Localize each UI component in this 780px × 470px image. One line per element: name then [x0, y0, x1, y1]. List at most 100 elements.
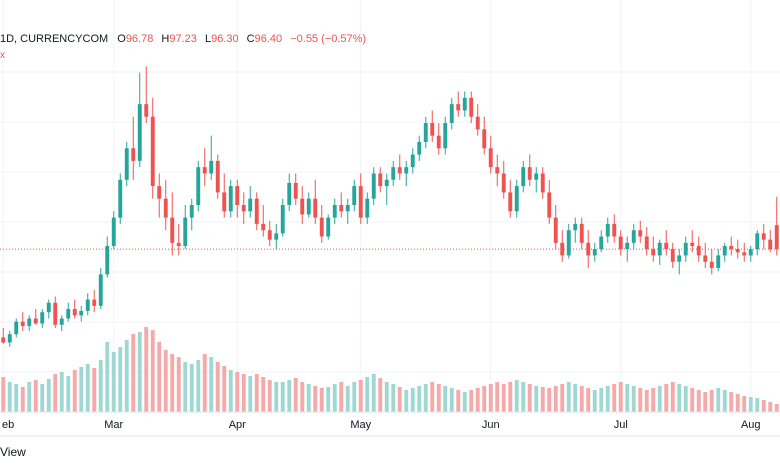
volume-bar: [14, 384, 19, 412]
candle-body: [1, 337, 6, 343]
candle-body: [508, 192, 513, 212]
candle: [228, 179, 233, 218]
candle-body: [254, 198, 259, 224]
candle-body: [709, 261, 714, 269]
candle: [332, 198, 337, 224]
volume-bar: [404, 390, 409, 412]
volume-bar: [651, 388, 656, 412]
candles[interactable]: [1, 66, 779, 347]
candle-body: [404, 167, 409, 174]
candle: [215, 154, 220, 199]
candle: [774, 196, 779, 256]
volume-bar: [469, 390, 474, 412]
volume-bar: [189, 364, 194, 412]
candle-body: [66, 309, 71, 319]
candle-body: [124, 148, 129, 180]
candle: [586, 230, 591, 269]
candle: [27, 315, 32, 332]
x-tick-label: Jul: [614, 419, 628, 431]
volume-bar: [339, 382, 344, 412]
candle-body: [410, 154, 415, 168]
volume-bar: [326, 387, 331, 412]
candle-body: [306, 198, 311, 215]
candle: [469, 91, 474, 124]
volume-bar: [761, 400, 766, 412]
candle-body: [131, 148, 136, 161]
volume-bar: [768, 402, 773, 412]
candle-body: [599, 236, 604, 250]
candle: [742, 242, 747, 262]
candle-body: [33, 318, 38, 324]
candle-body: [612, 223, 617, 237]
volume-bar: [92, 368, 97, 412]
candle-body: [150, 116, 155, 187]
volume-bar: [443, 386, 448, 412]
footer-brand[interactable]: View: [0, 445, 26, 459]
candle-body: [391, 167, 396, 180]
candle: [118, 173, 123, 224]
candle-body: [462, 97, 467, 111]
candle: [696, 236, 701, 262]
candle: [410, 148, 415, 174]
candle: [157, 173, 162, 218]
candle: [391, 160, 396, 187]
volume-bar: [579, 386, 584, 412]
candle: [274, 223, 279, 250]
volume-bar: [417, 386, 422, 412]
candle-body: [144, 104, 149, 117]
candle: [670, 242, 675, 269]
candle: [326, 214, 331, 240]
volume-bar: [384, 382, 389, 412]
volume-bar: [703, 392, 708, 412]
volume-bar: [176, 357, 181, 412]
volume-bar: [534, 386, 539, 412]
candle: [280, 198, 285, 237]
candle-body: [319, 217, 324, 237]
candle-body: [631, 230, 636, 243]
candle-body: [488, 148, 493, 168]
candle: [287, 173, 292, 212]
volume-bar: [72, 370, 77, 412]
volume-bar: [287, 380, 292, 412]
volume-bar: [748, 397, 753, 412]
candle: [53, 296, 58, 328]
close-value: 96.40: [254, 33, 283, 45]
candle: [254, 192, 259, 231]
candle: [443, 116, 448, 155]
volume-bar: [137, 332, 142, 412]
volume-bar: [631, 386, 636, 412]
open-label: O: [117, 33, 126, 45]
candle: [761, 223, 766, 250]
volume-bar: [332, 384, 337, 412]
candle-body: [222, 192, 227, 212]
candle-body: [423, 123, 428, 142]
candle: [170, 192, 175, 256]
candle-body: [40, 312, 45, 324]
volume-bar: [111, 352, 116, 412]
candle: [482, 116, 487, 155]
volume-bar: [436, 384, 441, 412]
candle-body: [560, 242, 565, 256]
volume-bar: [397, 387, 402, 412]
candle: [605, 217, 610, 243]
candle-body: [553, 217, 558, 243]
candle-body: [638, 230, 643, 237]
candle-body: [774, 225, 779, 250]
candle: [729, 236, 734, 256]
candle-body: [735, 249, 740, 253]
candle-body: [7, 334, 12, 343]
candle: [423, 116, 428, 149]
candle-body: [495, 167, 500, 174]
volume-bar: [670, 382, 675, 412]
candle: [378, 167, 383, 193]
candle-body: [46, 302, 51, 313]
candle-body: [430, 123, 435, 136]
candle-body: [677, 255, 682, 262]
volume-bar: [690, 388, 695, 412]
volume-bar: [683, 386, 688, 412]
candle-body: [625, 242, 630, 250]
volume-bar: [209, 357, 214, 412]
candle: [709, 249, 714, 275]
candle: [560, 230, 565, 262]
